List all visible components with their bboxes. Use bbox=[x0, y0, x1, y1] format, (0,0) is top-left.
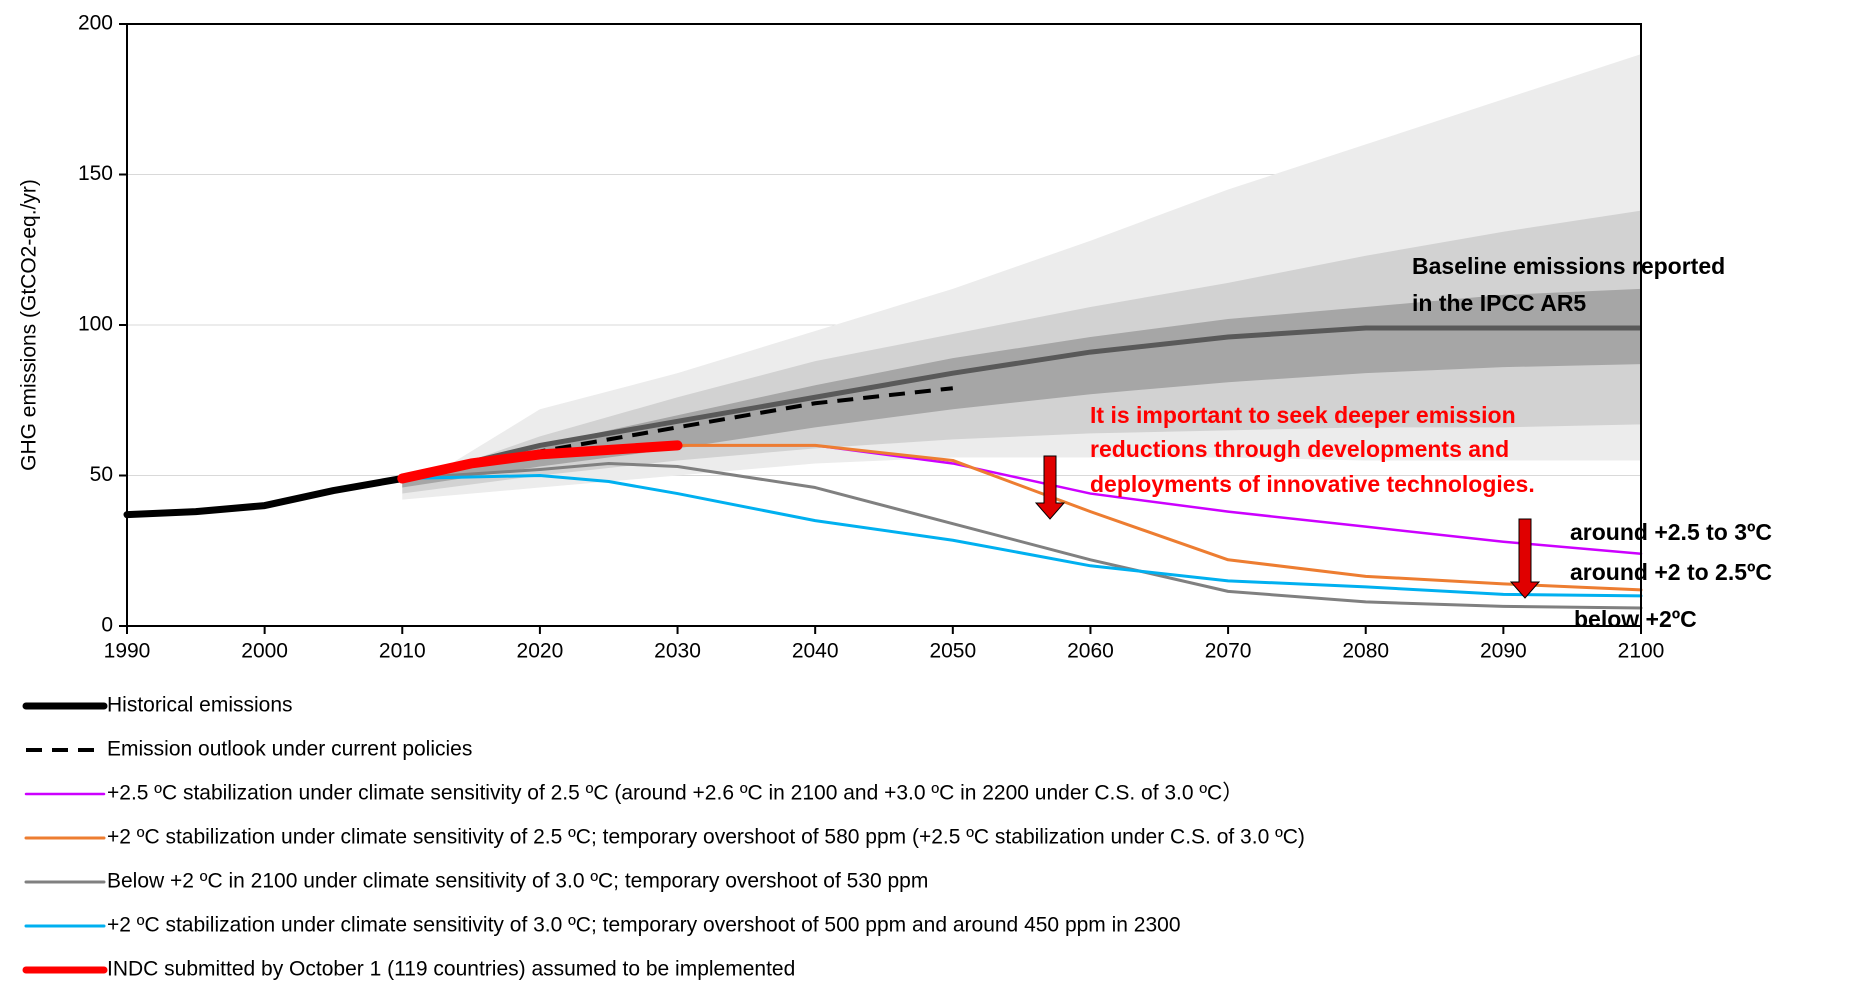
legend-label: +2 ºC stabilization under climate sensit… bbox=[107, 826, 1305, 849]
y-tick-label: 150 bbox=[78, 162, 113, 185]
legend-label: Below +2 ºC in 2100 under climate sensit… bbox=[107, 870, 928, 893]
legend-label: +2.5 ºC stabilization under climate sens… bbox=[107, 782, 1243, 805]
x-tick-label: 1990 bbox=[104, 640, 151, 663]
series-line bbox=[400, 461, 1643, 610]
y-axis-label: GHG emissions (GtCO2-eq./yr) bbox=[18, 179, 41, 471]
x-tick-label: 2080 bbox=[1342, 640, 1389, 663]
annotation: below +2ºC bbox=[1574, 606, 1697, 632]
arrow bbox=[1509, 518, 1541, 599]
legend-label: INDC submitted by October 1 (119 countri… bbox=[107, 958, 795, 981]
annotation: around +2 to 2.5ºC bbox=[1570, 559, 1772, 585]
series-line bbox=[123, 475, 406, 519]
x-tick-label: 2040 bbox=[792, 640, 839, 663]
x-tick-label: 2090 bbox=[1480, 640, 1527, 663]
x-tick-label: 2100 bbox=[1618, 640, 1665, 663]
x-tick-label: 2000 bbox=[241, 640, 288, 663]
x-tick-label: 2070 bbox=[1205, 640, 1252, 663]
y-tick-label: 50 bbox=[90, 463, 113, 486]
x-tick-label: 2010 bbox=[379, 640, 426, 663]
annotation: deployments of innovative technologies. bbox=[1090, 471, 1535, 497]
y-tick-label: 0 bbox=[101, 614, 113, 637]
series-line bbox=[400, 474, 1643, 598]
annotation: It is important to seek deeper emission bbox=[1090, 402, 1516, 428]
arrow bbox=[1034, 455, 1066, 520]
x-tick-label: 2050 bbox=[929, 640, 976, 663]
x-tick-label: 2030 bbox=[654, 640, 701, 663]
series-line bbox=[397, 440, 683, 484]
annotation: Baseline emissions reported bbox=[1412, 253, 1725, 279]
y-tick-label: 200 bbox=[78, 12, 113, 35]
legend-label: +2 ºC stabilization under climate sensit… bbox=[107, 914, 1181, 937]
annotation: in the IPCC AR5 bbox=[1412, 290, 1586, 316]
x-tick-label: 2060 bbox=[1067, 640, 1114, 663]
y-tick-label: 100 bbox=[78, 313, 113, 336]
legend-label: Emission outlook under current policies bbox=[107, 738, 472, 761]
annotation: around +2.5 to 3ºC bbox=[1570, 519, 1772, 545]
x-tick-label: 2020 bbox=[517, 640, 564, 663]
baseline-line bbox=[401, 325, 1641, 481]
range-band bbox=[402, 288, 1642, 488]
legend-label: Historical emissions bbox=[107, 694, 293, 717]
annotation: reductions through developments and bbox=[1090, 436, 1509, 462]
